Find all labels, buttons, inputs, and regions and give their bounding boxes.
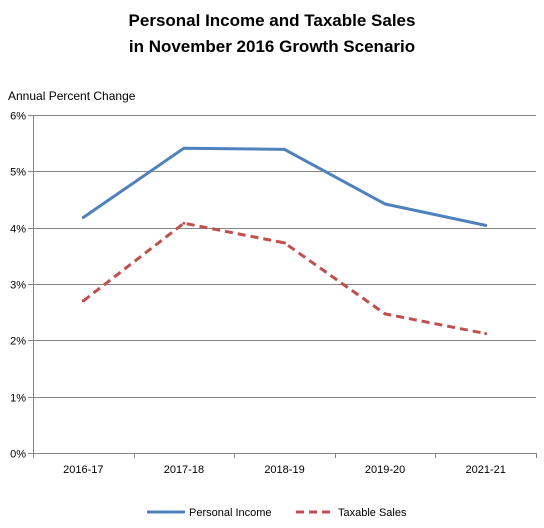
- data-point-personal-income: [81, 216, 85, 219]
- data-point-personal-income: [383, 202, 387, 206]
- legend-label-personal-income: Personal Income: [189, 507, 272, 519]
- series-lines: [81, 146, 488, 336]
- x-tick-label: 2016-17: [63, 464, 103, 476]
- axes: [28, 115, 537, 458]
- x-tick-label: 2021-21: [466, 464, 506, 476]
- y-tick-label: 3%: [10, 280, 26, 292]
- data-point-personal-income: [283, 147, 286, 151]
- chart-title-line-1: Personal Income and Taxable Sales: [129, 11, 416, 30]
- x-tick-label: 2017-18: [164, 464, 204, 476]
- y-tick-label: 2%: [10, 336, 26, 348]
- y-tick-label: 5%: [10, 167, 26, 179]
- gridlines: [33, 115, 536, 454]
- y-tick-label: 4%: [10, 224, 26, 236]
- data-point-personal-income: [182, 146, 186, 150]
- legend: Personal Income Taxable Sales: [147, 507, 407, 519]
- x-tick-labels: 2016-17 2017-18 2018-19 2019-20 2021-21: [63, 464, 506, 476]
- y-tick-labels: 0% 1% 2% 3% 4% 5% 6%: [10, 111, 26, 461]
- y-tick-label: 6%: [10, 111, 26, 123]
- y-axis-label: Annual Percent Change: [8, 89, 136, 103]
- data-point-personal-income: [484, 223, 488, 227]
- data-point-taxable-sales: [182, 221, 186, 225]
- chart-title-line-2: in November 2016 Growth Scenario: [129, 37, 415, 56]
- data-point-taxable-sales: [484, 332, 488, 336]
- x-tick-label: 2019-20: [365, 464, 405, 476]
- x-tick-label: 2018-19: [264, 464, 304, 476]
- data-point-taxable-sales: [383, 312, 387, 316]
- y-tick-label: 0%: [10, 449, 26, 461]
- legend-label-taxable-sales: Taxable Sales: [338, 507, 407, 519]
- series-line-taxable-sales: [82, 221, 486, 336]
- y-tick-label: 1%: [10, 393, 26, 405]
- data-point-taxable-sales: [283, 241, 286, 245]
- data-point-taxable-sales: [81, 299, 85, 303]
